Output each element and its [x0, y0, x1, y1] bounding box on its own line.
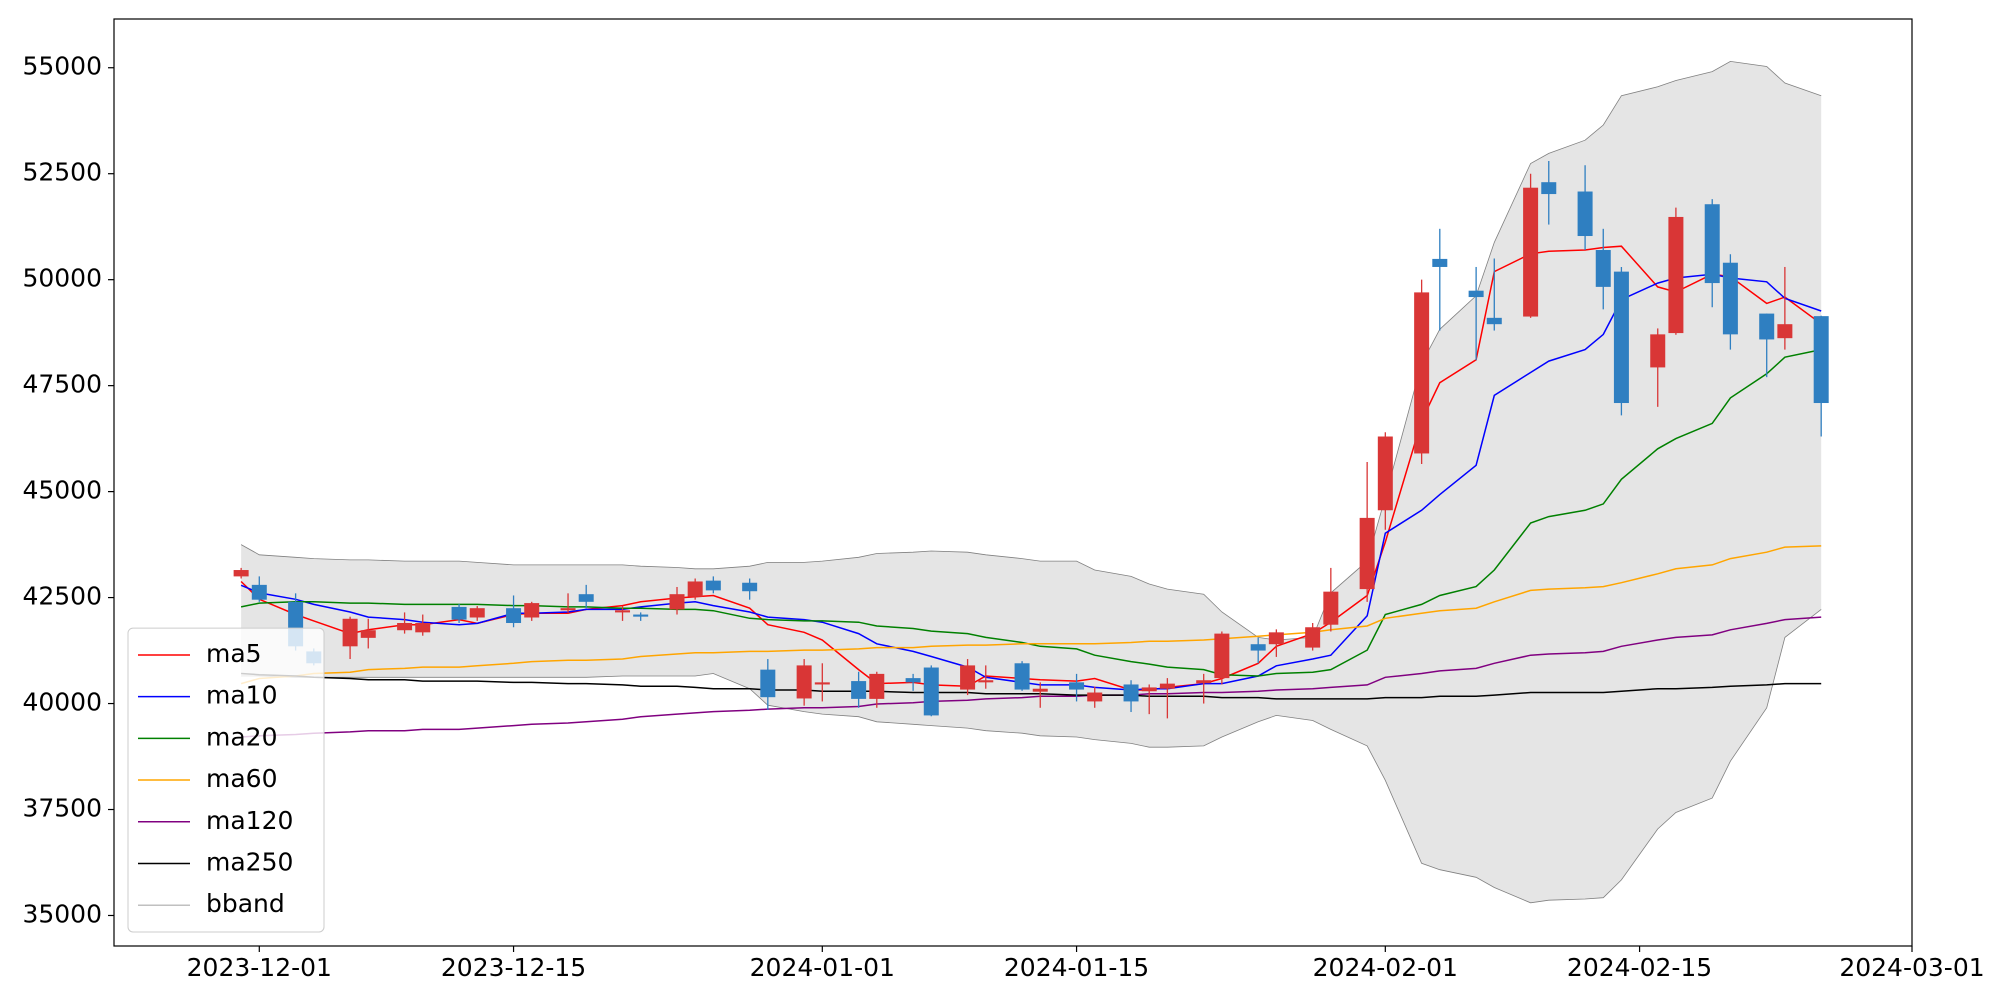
- candle-body: [1777, 324, 1793, 339]
- legend-label: ma10: [206, 681, 277, 710]
- candle-body: [1468, 290, 1484, 298]
- y-tick-label: 45000: [22, 476, 102, 505]
- ma-line: [241, 616, 1822, 738]
- candle-body: [1595, 250, 1611, 287]
- candle-body: [1414, 292, 1430, 454]
- candle-body: [1032, 688, 1048, 692]
- candle-body: [1214, 633, 1230, 679]
- y-tick-label: 50000: [22, 264, 102, 293]
- candle-body: [1722, 262, 1738, 335]
- legend-label: ma120: [206, 806, 293, 835]
- candle-body: [1377, 436, 1393, 511]
- x-tick-label: 2024-02-15: [1567, 953, 1712, 982]
- candle-body: [1541, 182, 1557, 195]
- ma-line: [241, 672, 1822, 700]
- candle-body: [1359, 517, 1375, 590]
- bband-area: [241, 61, 1822, 903]
- candle-body: [1087, 692, 1103, 702]
- y-tick-label: 55000: [22, 52, 102, 81]
- candle-body: [923, 667, 939, 716]
- candle-body: [814, 682, 830, 685]
- candle-body: [360, 630, 376, 638]
- x-tick-label: 2023-12-15: [441, 953, 586, 982]
- legend-label: ma250: [206, 847, 293, 876]
- y-tick-label: 40000: [22, 688, 102, 717]
- candle-body: [1305, 627, 1321, 648]
- candle-body: [1432, 258, 1448, 267]
- y-tick-label: 52500: [22, 158, 102, 187]
- candle-body: [397, 623, 413, 631]
- candle-body: [1813, 316, 1829, 404]
- candle-body: [615, 610, 631, 613]
- x-tick-label: 2024-02-01: [1313, 953, 1458, 982]
- candle-body: [342, 618, 358, 647]
- bband-lower: [241, 609, 1822, 904]
- plot-frame: [113, 18, 1913, 947]
- candle-body: [705, 580, 721, 591]
- candle-body: [742, 582, 758, 592]
- y-tick-label: 37500: [22, 794, 102, 823]
- candle-body: [1650, 334, 1666, 368]
- candle-body: [469, 608, 485, 618]
- candle-body: [687, 581, 703, 597]
- candle-body: [760, 669, 776, 698]
- y-tick-label: 47500: [22, 370, 102, 399]
- x-tick-label: 2024-01-01: [750, 953, 895, 982]
- candle-body: [524, 603, 540, 618]
- candle-body: [1668, 216, 1684, 334]
- x-tick-label: 2023-12-01: [187, 953, 332, 982]
- candle-body: [560, 608, 576, 611]
- candle-body: [633, 614, 649, 617]
- candle-body: [1577, 191, 1593, 237]
- candle-body: [669, 594, 685, 610]
- legend-label: bband: [206, 889, 285, 918]
- candle-body: [1014, 663, 1030, 690]
- candle-body: [905, 678, 921, 683]
- candle-body: [1069, 682, 1085, 690]
- candle-body: [851, 681, 867, 699]
- candle-body: [1523, 187, 1539, 317]
- candle-body: [1759, 313, 1775, 340]
- x-tick-label: 2024-03-01: [1839, 953, 1984, 982]
- candle-body: [1250, 644, 1266, 651]
- y-tick-label: 42500: [22, 582, 102, 611]
- candle-body: [1123, 684, 1139, 702]
- candle-body: [415, 623, 431, 633]
- candle-body: [1323, 591, 1339, 625]
- legend-box: [127, 627, 325, 933]
- candle-body: [251, 584, 267, 600]
- candle-body: [233, 570, 249, 577]
- candle-body: [1141, 687, 1157, 692]
- candle-body: [796, 665, 812, 699]
- legend-label: ma60: [206, 764, 277, 793]
- legend: ma5 ma10 ma20 ma60 ma120 ma250 bband: [127, 627, 325, 933]
- legend-label: ma5: [206, 639, 262, 668]
- candle-body: [960, 665, 976, 690]
- candle-body: [1268, 632, 1284, 645]
- candle-body: [1613, 271, 1629, 404]
- candle-body: [1704, 204, 1720, 284]
- candle-body: [978, 680, 994, 683]
- candle-body: [506, 608, 522, 624]
- ma-line: [240, 545, 1822, 685]
- y-tick-label: 35000: [22, 899, 102, 928]
- x-tick-label: 2024-01-15: [1004, 953, 1149, 982]
- candle-body: [1159, 683, 1175, 689]
- candle-body: [1486, 317, 1502, 325]
- candle-body: [869, 673, 885, 699]
- candle-body: [1196, 680, 1212, 684]
- candle-body: [451, 606, 467, 620]
- candle-body: [578, 594, 594, 602]
- bband-upper: [240, 60, 1822, 641]
- legend-label: ma20: [206, 722, 277, 751]
